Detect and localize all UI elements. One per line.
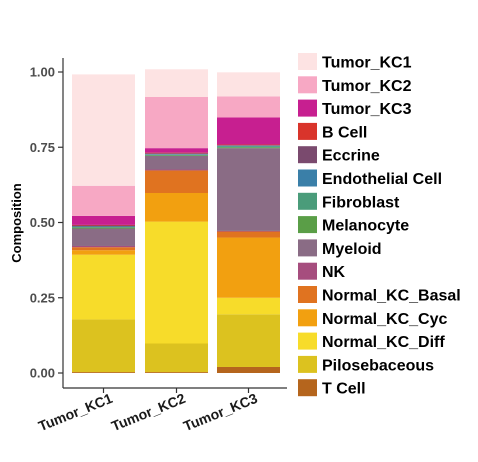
bar-segment-tumor-kc1-fibroblast (72, 227, 135, 228)
legend-swatch (298, 355, 317, 373)
legend-label: Tumor_KC3 (322, 101, 412, 118)
bar-segment-tumor-kc1-endothelial-cell (72, 226, 135, 228)
legend-swatch (298, 239, 317, 257)
bar-segment-tumor-kc2-tumor-kc1 (145, 69, 208, 97)
legend: Tumor_KC1 Tumor_KC2 Tumor_KC3 B Cell Eccrine… (298, 53, 461, 398)
legend-swatch (298, 309, 317, 327)
legend-label: Tumor_KC2 (322, 78, 412, 95)
bar-segment-tumor-kc1-normal-kc-basal (72, 247, 135, 251)
bar-segment-tumor-kc2-b-cell (145, 152, 208, 154)
bar-segment-tumor-kc1-nk (72, 245, 135, 248)
bar-segment-tumor-kc2-normal-kc-cyc (145, 193, 208, 222)
legend-label: Myeloid (322, 241, 382, 258)
legend-swatch (298, 53, 317, 70)
legend-label: B Cell (322, 124, 367, 141)
bar-segment-tumor-kc3-fibroblast (217, 146, 280, 148)
legend-label: Normal_KC_Basal (322, 288, 461, 305)
bar-segment-tumor-kc1-eccrine (72, 225, 135, 227)
legend-swatch (298, 332, 317, 350)
y-tick-label: 0.00 (30, 366, 55, 381)
y-tick-label: 0.75 (30, 140, 55, 155)
bar-segment-tumor-kc1-pilosebaceous (72, 319, 135, 373)
legend-label: Normal_KC_Diff (322, 334, 445, 351)
bar-segment-tumor-kc3-nk (217, 230, 280, 232)
legend-label: Normal_KC_Cyc (322, 311, 447, 328)
legend-label: Pilosebaceous (322, 357, 434, 374)
legend-swatch (298, 192, 317, 210)
bar-segment-tumor-kc1-tumor-kc3 (72, 215, 135, 225)
bar-segment-tumor-kc1-tumor-kc2 (72, 185, 135, 216)
bar-segment-tumor-kc1-normal-kc-diff (72, 254, 135, 320)
bar-segment-tumor-kc3-pilosebaceous (217, 314, 280, 367)
bar-segment-tumor-kc2-endothelial-cell (145, 154, 208, 155)
x-tick-label: Tumor_KC1 (36, 390, 115, 434)
bar-segment-tumor-kc3-tumor-kc1 (217, 72, 280, 97)
bar-segment-tumor-kc2-t-cell (145, 372, 208, 373)
legend-label: Melanocyte (322, 218, 409, 235)
y-tick-label: 0.25 (30, 290, 55, 305)
bar-segment-tumor-kc3-tumor-kc2 (217, 96, 280, 118)
legend-swatch (298, 286, 317, 303)
bar-segment-tumor-kc3-normal-kc-cyc (217, 237, 280, 298)
legend-swatch (298, 379, 317, 397)
legend-swatch (298, 216, 317, 234)
bar-segment-tumor-kc2-tumor-kc2 (145, 96, 208, 149)
legend-swatch (298, 262, 317, 280)
bar-segment-tumor-kc1-normal-kc-cyc (72, 250, 135, 255)
x-tick-label: Tumor_KC3 (181, 390, 260, 434)
bar-segment-tumor-kc3-b-cell (217, 144, 280, 146)
legend-swatch (298, 122, 317, 140)
legend-swatch (298, 169, 317, 187)
bar-segment-tumor-kc2-pilosebaceous (145, 343, 208, 373)
legend-swatch (298, 146, 317, 164)
legend-label: NK (322, 264, 346, 281)
bar-segment-tumor-kc2-normal-kc-diff (145, 221, 208, 344)
bar-segment-tumor-kc2-tumor-kc3 (145, 148, 208, 153)
bar-segment-tumor-kc3-t-cell (217, 366, 280, 373)
x-tick-label: Tumor_KC2 (109, 390, 188, 434)
legend-swatch (298, 99, 317, 117)
bar-segment-tumor-kc2-myeloid (145, 155, 208, 170)
bar-segment-tumor-kc2-normal-kc-basal (145, 170, 208, 194)
bar-segment-tumor-kc1-tumor-kc1 (72, 74, 135, 186)
legend-swatch (298, 76, 317, 94)
bar-segment-tumor-kc3-endothelial-cell (217, 145, 280, 147)
bar-segment-tumor-kc2-nk (145, 169, 208, 171)
legend-label: Endothelial Cell (322, 171, 442, 188)
bar-segment-tumor-kc2-eccrine (145, 153, 208, 155)
legend-label: Tumor_KC1 (322, 55, 412, 72)
bar-segment-tumor-kc1-t-cell (72, 372, 135, 373)
y-tick-label: 1.00 (30, 65, 55, 80)
bar-segment-tumor-kc3-tumor-kc3 (217, 117, 280, 145)
y-axis-title: Composition (9, 183, 24, 262)
bar-segment-tumor-kc2-melanocyte (145, 155, 208, 156)
legend-label: Fibroblast (322, 194, 400, 211)
legend-label: Eccrine (322, 148, 380, 165)
y-tick-label: 0.50 (30, 215, 55, 230)
bar-segment-tumor-kc1-myeloid (72, 228, 135, 246)
bar-segment-tumor-kc2-fibroblast (145, 154, 208, 156)
bar-segment-tumor-kc3-normal-kc-diff (217, 297, 280, 315)
bar-segment-tumor-kc3-normal-kc-basal (217, 231, 280, 238)
y-ticks: 0.00 0.25 0.50 0.75 1.00 (30, 65, 63, 381)
bar-segment-tumor-kc1-b-cell (72, 224, 135, 226)
bar-segment-tumor-kc3-eccrine (217, 145, 280, 146)
bar-segment-tumor-kc3-melanocyte (217, 147, 280, 149)
plot-area (72, 69, 280, 373)
bar-segment-tumor-kc3-myeloid (217, 148, 280, 231)
legend-label: T Cell (322, 381, 366, 398)
bar-segment-tumor-kc1-melanocyte (72, 227, 135, 229)
